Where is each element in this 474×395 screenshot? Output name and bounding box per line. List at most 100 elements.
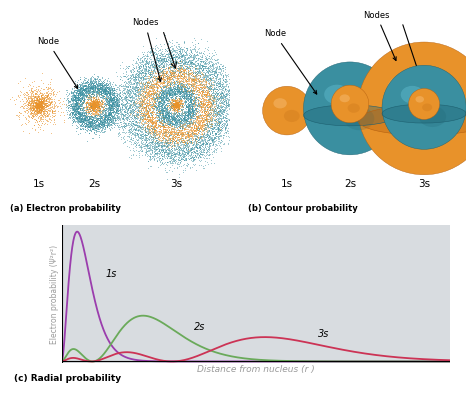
Point <box>104 89 112 95</box>
Point <box>133 116 141 122</box>
Point <box>142 135 150 141</box>
Point <box>176 121 183 128</box>
Point <box>199 133 206 139</box>
Point <box>165 158 173 164</box>
Point <box>86 118 93 124</box>
Point <box>173 102 180 109</box>
Point <box>155 118 163 124</box>
Point <box>176 67 183 73</box>
Point <box>113 96 121 102</box>
Point <box>146 101 153 107</box>
Point <box>126 105 134 111</box>
Point <box>140 124 148 130</box>
Point <box>169 73 176 80</box>
Point <box>133 87 140 94</box>
Point <box>124 73 131 79</box>
Point <box>138 102 146 108</box>
Point <box>95 123 103 129</box>
Point <box>148 115 156 121</box>
Point <box>116 92 124 99</box>
Point <box>162 133 169 139</box>
Point <box>118 88 126 95</box>
Point <box>153 73 160 79</box>
Point <box>71 108 79 115</box>
Point <box>104 88 111 94</box>
Point <box>36 107 43 113</box>
Point <box>110 102 118 108</box>
Point <box>184 111 192 118</box>
Point <box>169 92 177 98</box>
Point <box>183 147 191 153</box>
Point <box>173 113 181 119</box>
Point <box>172 153 180 160</box>
Point <box>33 97 41 103</box>
Point <box>74 94 82 101</box>
Point <box>112 112 120 118</box>
Point <box>16 98 23 105</box>
Point <box>179 125 187 131</box>
Point <box>16 113 23 120</box>
Point <box>182 83 189 89</box>
Point <box>124 116 131 122</box>
Point <box>49 88 57 95</box>
Point <box>136 117 143 123</box>
Point <box>190 95 198 101</box>
Point <box>107 111 115 117</box>
Point <box>180 154 187 160</box>
Point <box>130 80 137 86</box>
Point <box>190 79 198 86</box>
Point <box>163 97 170 103</box>
Point <box>164 97 171 103</box>
Point <box>106 96 114 103</box>
Point <box>221 94 228 100</box>
Point <box>87 102 94 108</box>
Point <box>158 90 166 96</box>
Point <box>37 102 45 108</box>
Point <box>192 88 200 94</box>
Point <box>164 137 171 143</box>
Point <box>76 113 84 119</box>
Point <box>72 92 79 98</box>
Point <box>179 112 186 118</box>
Point <box>178 47 186 54</box>
Point <box>91 102 99 108</box>
Point <box>129 126 137 132</box>
Point <box>198 92 205 98</box>
Point <box>142 104 150 110</box>
Point <box>192 63 200 69</box>
Point <box>211 52 219 58</box>
Point <box>210 99 217 105</box>
Point <box>137 74 144 80</box>
Point <box>182 99 190 105</box>
Point <box>143 120 150 126</box>
Point <box>181 152 189 159</box>
Point <box>188 82 196 88</box>
Point <box>210 95 218 102</box>
Point <box>208 135 215 141</box>
Point <box>108 115 116 122</box>
Point <box>134 55 141 62</box>
Point <box>181 134 189 140</box>
Point <box>188 144 195 150</box>
Point <box>87 79 94 85</box>
Point <box>126 63 133 69</box>
Point <box>214 103 222 109</box>
Point <box>154 106 161 112</box>
Point <box>80 100 87 107</box>
Point <box>138 83 146 89</box>
Point <box>151 99 158 105</box>
Point <box>76 124 84 131</box>
Point <box>152 76 160 83</box>
Point <box>140 75 147 81</box>
Point <box>200 129 208 135</box>
Point <box>173 100 181 106</box>
Point <box>77 103 85 109</box>
Point <box>172 70 180 77</box>
Point <box>237 107 245 113</box>
Point <box>187 58 194 65</box>
Point <box>81 115 89 121</box>
Point <box>198 138 205 145</box>
Point <box>43 117 50 123</box>
Point <box>179 137 186 144</box>
Point <box>133 99 141 105</box>
